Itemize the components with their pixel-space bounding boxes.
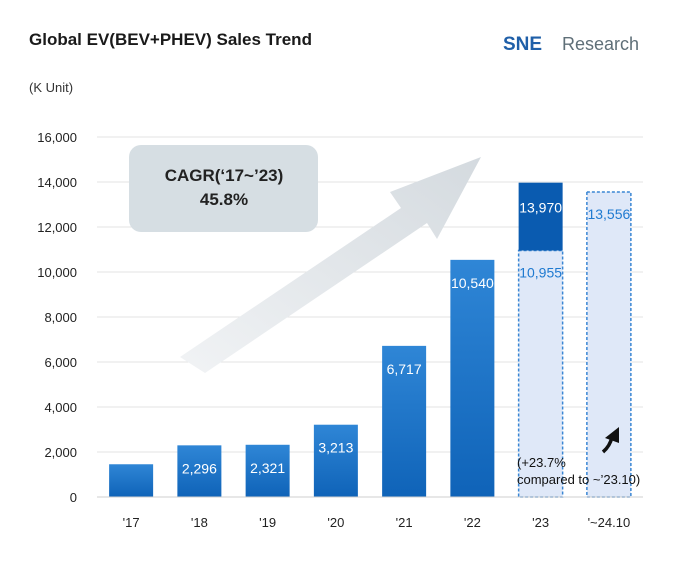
sne-research-logo: SNE Research	[503, 34, 639, 55]
growth-arrow-shape	[180, 157, 481, 373]
y-tick-label: 10,000	[37, 265, 77, 280]
bar	[518, 182, 563, 251]
cagr-box	[129, 145, 318, 232]
y-axis-ticks: 0 2,000 4,000 6,000 8,000 10,000 12,000 14,000 1…	[37, 130, 77, 505]
curved-arrow-head	[605, 427, 619, 443]
data-label: 2,321	[250, 460, 285, 476]
data-label-ytd: 10,955	[519, 265, 562, 281]
bar	[313, 424, 358, 497]
y-tick-label: 14,000	[37, 175, 77, 190]
y-tick-label: 0	[70, 490, 77, 505]
data-label: 13,970	[519, 200, 562, 216]
x-axis-ticks: '17 '18 '19 '20 '21 '22 '23 '~24.10	[123, 515, 631, 530]
bar	[109, 464, 154, 497]
data-label: 3,213	[318, 440, 353, 456]
bar	[382, 345, 427, 497]
data-label-ytd: 13,556	[587, 206, 630, 222]
x-tick-label: '17	[123, 515, 140, 530]
data-labels: 1,455 2,296 2,321 3,213 6,717 10,540 13,970 10,…	[114, 200, 631, 510]
logo-text: Research	[562, 34, 639, 54]
x-tick-label: '23	[532, 515, 549, 530]
y-tick-label: 4,000	[44, 400, 77, 415]
cagr-value: 45.8%	[200, 190, 248, 209]
data-label: 1,455	[114, 494, 149, 510]
x-tick-label: '18	[191, 515, 208, 530]
y-tick-label: 16,000	[37, 130, 77, 145]
data-label: 2,296	[182, 460, 217, 476]
bar-ytd	[517, 249, 564, 498]
x-tick-label: '22	[464, 515, 481, 530]
cagr-annotation: CAGR(‘17~’23) 45.8%	[129, 145, 318, 232]
chart-title: Global EV(BEV+PHEV) Sales Trend	[29, 30, 312, 49]
data-label: 6,717	[387, 361, 422, 377]
logo-mark: SNE	[503, 34, 542, 55]
x-tick-label: '21	[396, 515, 413, 530]
bar	[177, 445, 222, 497]
x-tick-label: '19	[259, 515, 276, 530]
growth-arrow	[180, 157, 481, 373]
y-tick-label: 8,000	[44, 310, 77, 325]
y-axis-unit-label: (K Unit)	[29, 80, 73, 95]
x-tick-label: '~24.10	[588, 515, 631, 530]
data-label: 10,540	[451, 275, 494, 291]
cagr-label: CAGR(‘17~’23)	[165, 166, 284, 185]
growth-note-line1: (+23.7%	[517, 455, 566, 470]
bars	[109, 182, 632, 498]
bar	[450, 259, 495, 497]
x-tick-label: '20	[327, 515, 344, 530]
y-tick-label: 2,000	[44, 445, 77, 460]
growth-note: (+23.7% compared to ~’23.10)	[517, 427, 640, 487]
y-tick-label: 12,000	[37, 220, 77, 235]
y-tick-label: 6,000	[44, 355, 77, 370]
bar	[245, 444, 290, 497]
growth-note-line2: compared to ~’23.10)	[517, 472, 640, 487]
bar-ytd	[586, 191, 632, 498]
curved-arrow-icon	[601, 427, 619, 454]
